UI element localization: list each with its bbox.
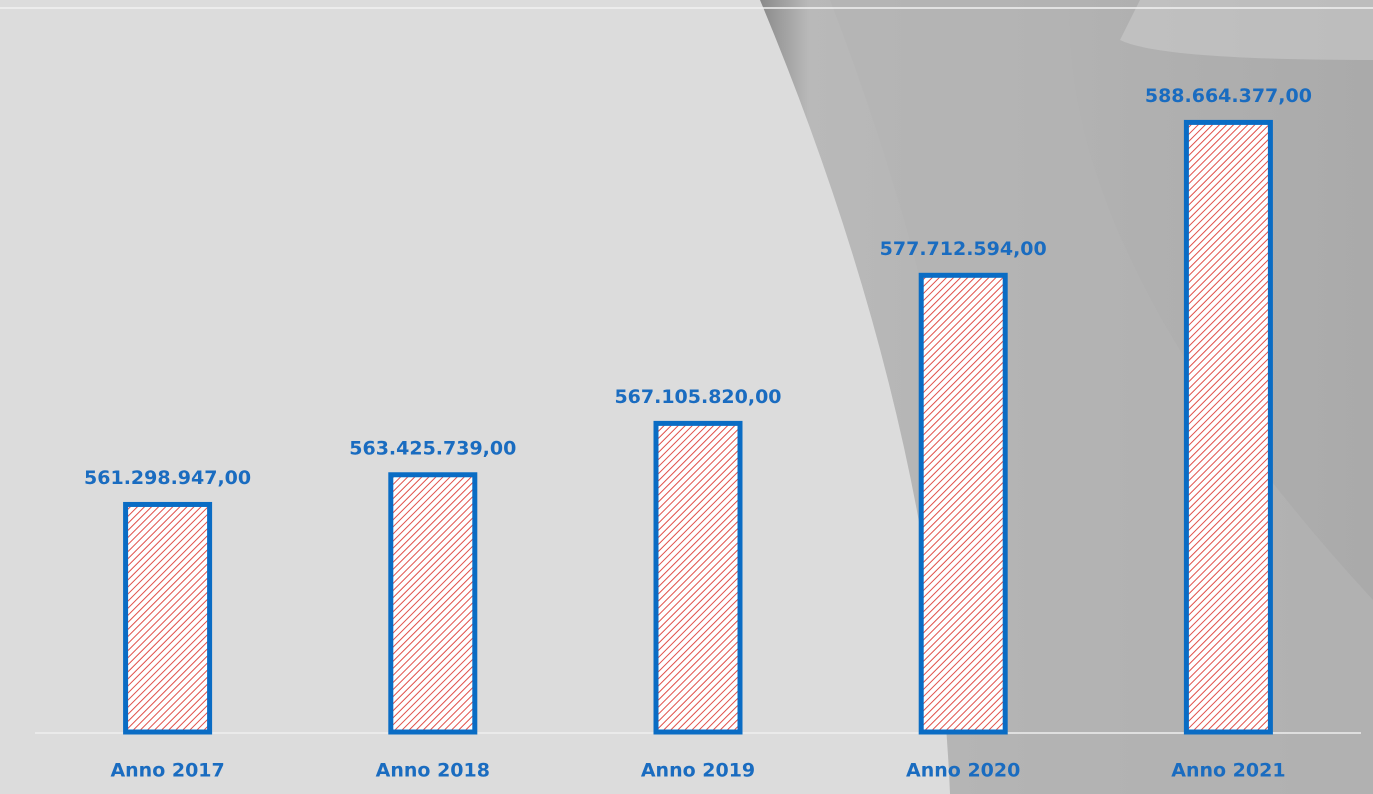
x-tick-label: Anno 2020 (906, 760, 1020, 782)
x-tick-label: Anno 2021 (1171, 760, 1285, 782)
x-tick-label: Anno 2018 (376, 760, 490, 782)
bar (918, 272, 1008, 735)
x-tick-label: Anno 2017 (110, 760, 224, 782)
data-label: 563.425.739,00 (349, 437, 516, 459)
background-shape (1000, 0, 1373, 60)
bar (1183, 119, 1273, 735)
bar (653, 420, 743, 735)
data-label: 561.298.947,00 (84, 467, 251, 489)
data-label: 588.664.377,00 (1145, 85, 1312, 107)
x-tick-label: Anno 2019 (641, 760, 755, 782)
bar (388, 472, 478, 735)
data-label: 577.712.594,00 (880, 238, 1047, 260)
bar (123, 501, 213, 735)
data-label: 567.105.820,00 (614, 386, 781, 408)
